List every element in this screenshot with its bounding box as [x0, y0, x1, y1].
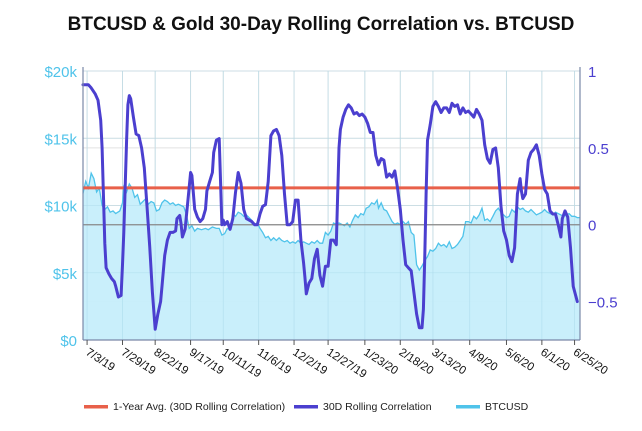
- legend-label: 30D Rolling Correlation: [323, 401, 432, 413]
- x-tick-label: 3/13/20: [429, 346, 468, 377]
- left-tick-label: $15k: [44, 131, 77, 148]
- legend-swatch: [84, 405, 108, 409]
- series-lines: [81, 83, 580, 331]
- x-tick-label: 5/6/20: [503, 346, 536, 373]
- x-tick-label: 8/22/19: [152, 346, 191, 377]
- x-tick-label: 12/2/19: [290, 346, 329, 377]
- btcusd-line: [82, 171, 580, 272]
- legend-swatch: [294, 405, 318, 409]
- btcusd-area-fill: [83, 173, 580, 340]
- correlation-line: [81, 83, 579, 331]
- legend: 1-Year Avg. (30D Rolling Correlation) 30D…: [84, 401, 529, 413]
- right-tick-label: −0.5: [588, 295, 618, 312]
- x-tick-label: 6/1/20: [538, 346, 571, 373]
- x-tick-label: 12/27/19: [324, 346, 368, 380]
- x-axis-ticks: 7/3/19 7/29/198/22/199/17/1910/11/1911/6/…: [83, 340, 610, 381]
- legend-swatch: [456, 405, 480, 409]
- btcusd-area: [82, 70, 580, 341]
- x-tick-label: 2/18/20: [397, 346, 436, 377]
- legend-label: 1-Year Avg. (30D Rolling Correlation): [113, 401, 285, 413]
- left-tick-label: $20k: [44, 64, 77, 81]
- x-tick-label: 6/25/20: [571, 346, 610, 377]
- right-tick-label: 1: [588, 64, 596, 81]
- left-tick-label: $0: [60, 333, 77, 350]
- right-tick-label: 0.5: [588, 141, 609, 158]
- right-tick-label: 0: [588, 218, 596, 235]
- chart-title: BTCUSD & Gold 30-Day Rolling Correlation…: [67, 14, 575, 35]
- axes: [82, 67, 581, 341]
- right-axis-ticks: −0.5 0 0.5 1: [588, 64, 618, 312]
- x-tick-label: 10/11/19: [220, 346, 263, 380]
- left-axis-ticks: $0 $5k $10k $15k $20k: [44, 64, 77, 350]
- x-tick-label: 9/17/19: [187, 346, 226, 377]
- left-tick-label: $5k: [53, 266, 78, 283]
- x-tick-label: 7/29/19: [119, 346, 158, 377]
- legend-label: BTCUSD: [485, 401, 529, 413]
- left-tick-label: $10k: [44, 199, 77, 216]
- x-tick-label: 7/3/19: [83, 346, 116, 373]
- x-tick-label: 4/9/20: [466, 346, 499, 373]
